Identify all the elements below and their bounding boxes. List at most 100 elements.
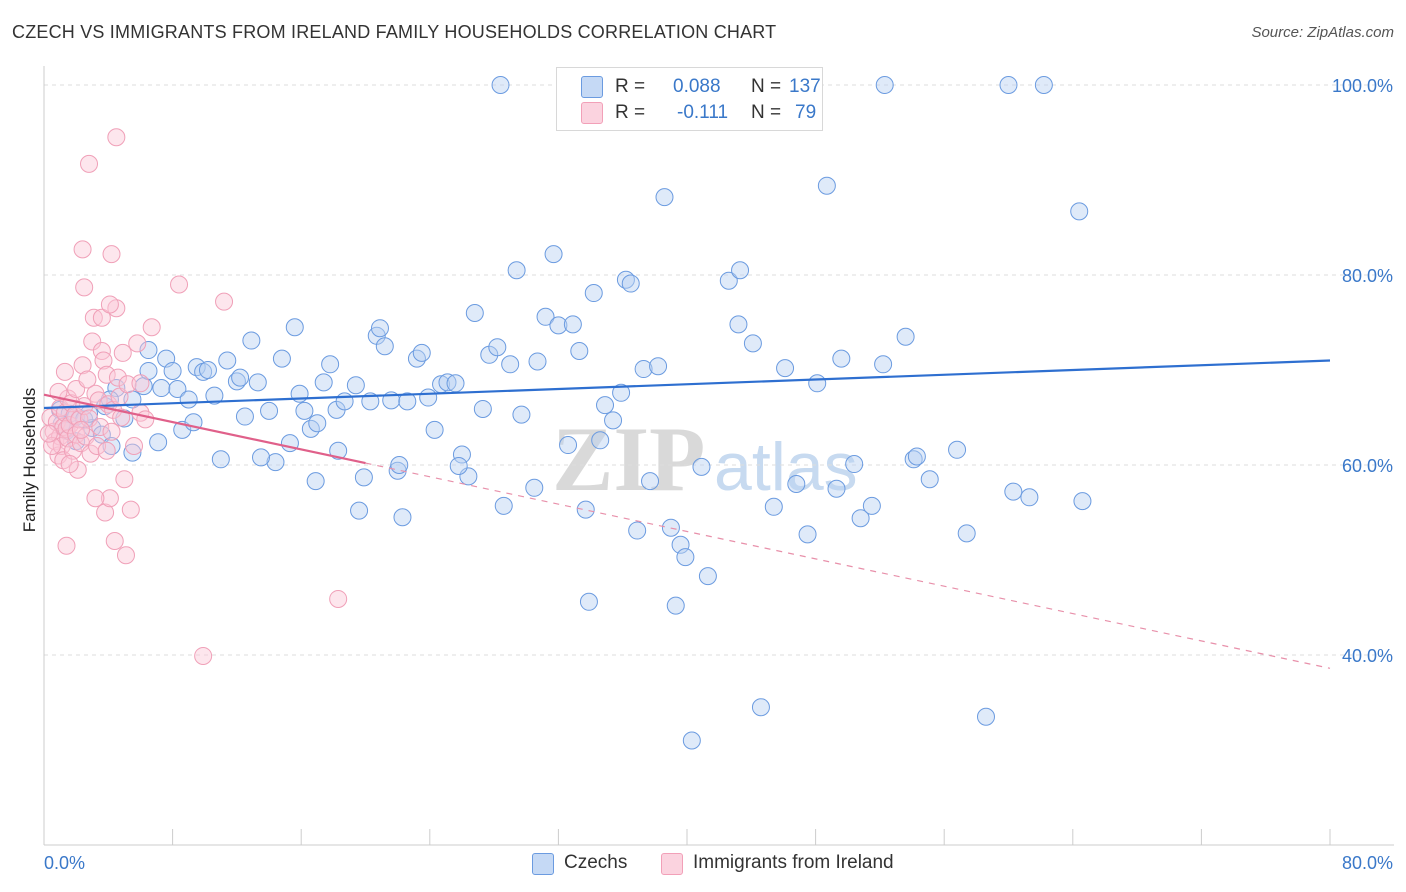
legend-r-label-2: R =	[615, 102, 646, 123]
czechs-point	[218, 351, 237, 370]
czechs-point	[465, 304, 484, 322]
czechs-point	[751, 698, 770, 717]
czechs-point	[641, 472, 660, 491]
czechs-point	[507, 261, 526, 280]
ireland-point	[96, 503, 115, 522]
ireland-point	[88, 437, 107, 455]
ireland-point	[142, 318, 161, 337]
czechs-point	[407, 349, 426, 368]
czechs-point	[787, 475, 806, 493]
czechs-point	[676, 548, 695, 567]
ireland-point	[92, 308, 111, 327]
ireland-point	[86, 489, 105, 508]
ireland-point	[215, 292, 234, 311]
czechs-point	[491, 76, 510, 94]
czechs-point	[398, 392, 417, 411]
y-tick-label: 100.0%	[1332, 76, 1393, 96]
ireland-point	[107, 128, 126, 147]
czechs-point	[512, 405, 531, 424]
czechs-trend-line	[43, 359, 1331, 410]
ireland-point	[78, 370, 97, 389]
czechs-point	[976, 707, 995, 726]
czechs-point	[579, 592, 598, 611]
czechs-point	[419, 388, 438, 407]
ireland-point	[170, 275, 189, 294]
czechs-point	[628, 521, 647, 540]
ireland-point	[194, 646, 213, 665]
czechs-point	[321, 355, 340, 374]
legend-r-value-ireland: -0.111	[677, 102, 729, 123]
czechs-point	[845, 455, 864, 474]
bottom-legend-label-ireland: Immigrants from Ireland	[693, 852, 894, 873]
legend-swatch-czechs	[581, 76, 603, 98]
czechs-point	[729, 315, 748, 334]
czechs-point	[536, 307, 555, 326]
ireland-point	[329, 589, 348, 608]
czechs-point	[896, 327, 915, 346]
czechs-point	[285, 318, 304, 337]
czechs-point	[295, 401, 314, 420]
watermark-atlas: atlas	[714, 429, 858, 505]
czechs-point	[576, 500, 595, 519]
ireland-point	[100, 295, 119, 314]
czechs-point	[525, 478, 544, 497]
czechs-point	[666, 596, 685, 615]
czechs-point	[764, 497, 783, 516]
ireland-point	[100, 489, 119, 508]
ireland-point	[52, 437, 71, 455]
watermark-zip: ZIP	[552, 408, 705, 510]
czechs-point	[698, 567, 717, 586]
czechs-point	[494, 496, 513, 515]
czechs-point	[231, 368, 250, 387]
czechs-point	[649, 357, 668, 376]
czechs-point	[907, 447, 926, 466]
czechs-point	[948, 440, 967, 459]
ireland-point	[102, 422, 121, 441]
czechs-point	[570, 342, 589, 360]
czechs-point	[544, 245, 563, 264]
bottom-legend-label-czechs: Czechs	[564, 852, 628, 873]
legend-r-value-czechs: 0.088	[673, 76, 721, 97]
ireland-point	[116, 546, 135, 565]
czechs-point	[350, 501, 369, 520]
bottom-legend-swatch-czechs	[532, 853, 554, 875]
ireland-point	[55, 362, 74, 381]
czechs-point	[446, 374, 465, 393]
czechs-point	[563, 315, 582, 334]
czechs-point	[412, 343, 431, 362]
source-label: Source: ZipAtlas.com	[1251, 24, 1394, 41]
czechs-point	[335, 392, 354, 411]
czechs-point	[808, 374, 827, 393]
czechs-point	[920, 470, 939, 489]
czechs-point	[390, 456, 409, 474]
ireland-point	[108, 368, 127, 387]
czechs-point	[874, 355, 893, 374]
czechs-point	[682, 731, 701, 750]
czechs-point	[346, 376, 365, 395]
czechs-point	[473, 399, 492, 418]
chart-title: CZECH VS IMMIGRANTS FROM IRELAND FAMILY …	[12, 22, 777, 42]
czechs-point	[528, 352, 547, 371]
czechs-point	[248, 373, 267, 392]
czechs-point	[875, 76, 894, 94]
ireland-point	[115, 470, 134, 489]
czechs-point	[149, 433, 168, 452]
czechs-point	[163, 361, 182, 380]
czechs-point	[179, 390, 198, 409]
czechs-point	[817, 176, 836, 195]
ireland-point	[60, 455, 79, 474]
x-tick-label-max: 80.0%	[1342, 853, 1393, 873]
czechs-point	[827, 479, 846, 498]
czechs-point	[425, 420, 444, 439]
ireland-point	[71, 420, 90, 439]
czechs-point	[957, 524, 976, 543]
czechs-point	[375, 337, 394, 356]
czechs-point	[851, 509, 870, 528]
legend-r-label: R =	[615, 76, 646, 97]
ireland-point	[136, 410, 155, 429]
czechs-point	[1004, 482, 1023, 501]
ireland-point	[73, 240, 92, 259]
ireland-point	[105, 532, 124, 550]
czechs-point	[621, 274, 640, 293]
czechs-point	[501, 355, 520, 374]
